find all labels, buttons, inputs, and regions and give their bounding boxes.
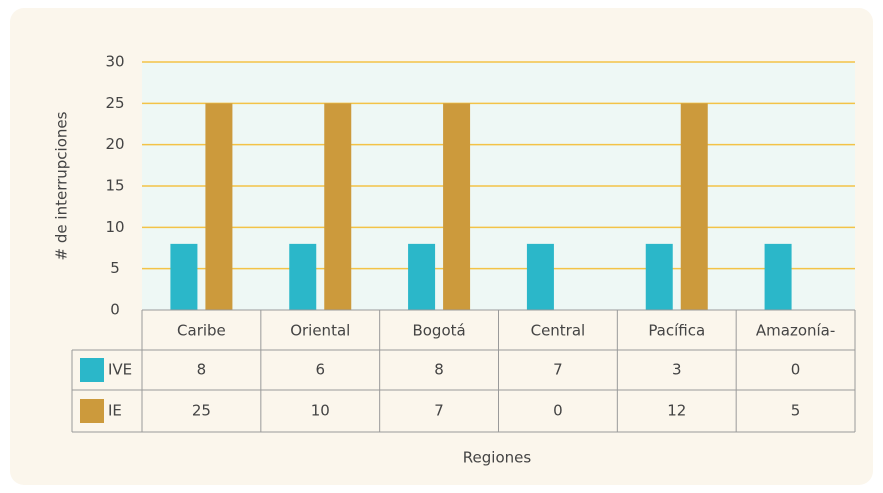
bar	[645, 243, 673, 310]
table-cell: 7	[434, 402, 444, 420]
x-axis-label: Regiones	[463, 449, 532, 467]
x-tick-label: Bogotá	[412, 322, 465, 340]
bar	[289, 243, 317, 310]
legend-label: IE	[108, 402, 122, 420]
bar	[764, 243, 792, 310]
table-cell: 5	[791, 402, 801, 420]
legend-label: IVE	[108, 361, 132, 379]
bar	[324, 103, 352, 310]
table-cell: 25	[192, 402, 211, 420]
table-cell: 6	[315, 361, 325, 379]
y-tick-label: 15	[105, 177, 124, 195]
y-tick-label: 10	[105, 218, 124, 236]
table-cell: 0	[553, 402, 563, 420]
bar	[205, 103, 233, 310]
bar	[526, 243, 554, 310]
table-cell: 8	[197, 361, 207, 379]
y-tick-label: 20	[105, 135, 124, 153]
y-tick-label: 0	[110, 301, 120, 319]
y-tick-label: 30	[105, 53, 124, 71]
legend-swatch	[80, 358, 104, 382]
bar	[408, 243, 436, 310]
x-tick-label: Central	[531, 322, 586, 340]
y-tick-label: 5	[110, 259, 120, 277]
table-cell: 7	[553, 361, 563, 379]
table-cell: 10	[311, 402, 330, 420]
bar	[680, 103, 708, 310]
table-cell: 0	[791, 361, 801, 379]
y-axis-label: # de interrupciones	[53, 111, 71, 260]
table-cell: 8	[434, 361, 444, 379]
legend-swatch	[80, 399, 104, 423]
x-tick-label: Amazonía-	[756, 322, 835, 340]
x-tick-label: Pacífica	[648, 322, 705, 340]
bar	[443, 103, 471, 310]
table-cell: 12	[667, 402, 686, 420]
x-tick-label: Caribe	[177, 322, 226, 340]
table-cell: 3	[672, 361, 682, 379]
bar	[170, 243, 198, 310]
x-tick-label: Oriental	[290, 322, 350, 340]
y-tick-label: 25	[105, 94, 124, 112]
